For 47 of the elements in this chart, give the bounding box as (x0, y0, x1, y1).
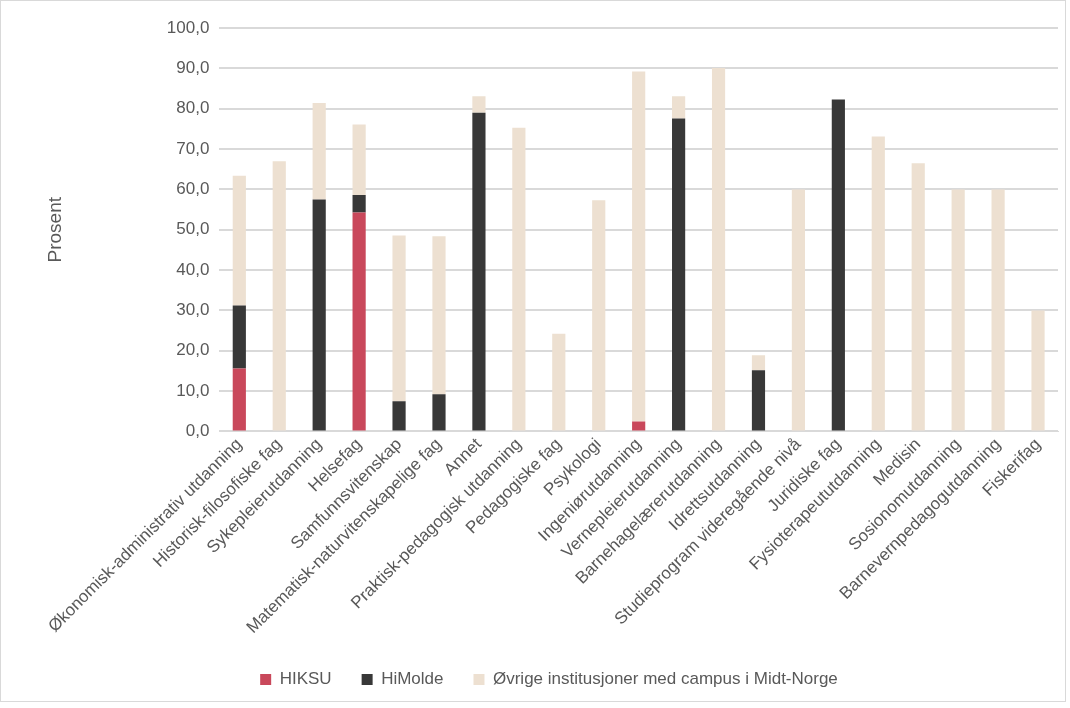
bar (232, 175, 246, 306)
bar (392, 401, 406, 431)
bar (552, 333, 566, 431)
bar (871, 136, 885, 431)
legend-label: HIKSU (279, 669, 332, 689)
y-tick-label: 60,0 (176, 179, 210, 199)
bar (232, 305, 246, 369)
y-tick-label: 40,0 (176, 259, 210, 279)
bar (751, 355, 766, 371)
bar (472, 96, 486, 113)
bar (1031, 310, 1045, 431)
y-tick-label: 100,0 (166, 17, 210, 37)
bar (831, 99, 845, 431)
bar (352, 124, 366, 196)
bar (672, 118, 686, 431)
y-tick-label: 70,0 (176, 138, 210, 158)
legend-label: Øvrige institusjoner med campus i Midt-Norge (492, 669, 838, 689)
y-tick-label: 0,0 (185, 421, 210, 441)
bar (711, 67, 726, 431)
bar (672, 96, 686, 119)
bar (272, 161, 286, 431)
bar (911, 163, 925, 431)
y-axis-title: Prosent (43, 196, 65, 263)
bar (991, 189, 1005, 431)
bar (751, 370, 766, 431)
y-tick-label: 20,0 (176, 340, 210, 360)
bar (432, 394, 446, 431)
bar (632, 421, 646, 431)
bar (592, 200, 606, 431)
y-tick-label: 50,0 (176, 219, 210, 239)
bar (632, 71, 646, 422)
y-tick-label: 30,0 (176, 300, 210, 320)
bar (232, 368, 246, 431)
bar (352, 195, 366, 213)
bar (312, 199, 326, 431)
bar (512, 127, 526, 431)
bar (352, 212, 366, 431)
bar (791, 189, 806, 431)
y-tick-label: 10,0 (176, 380, 210, 400)
bar (472, 112, 486, 431)
legend-label: HiMolde (381, 669, 444, 689)
y-tick-label: 90,0 (176, 58, 210, 78)
y-tick-label: 80,0 (176, 98, 210, 118)
bar (951, 189, 965, 431)
bar (312, 103, 326, 200)
bar (392, 235, 406, 402)
bar (432, 236, 446, 395)
